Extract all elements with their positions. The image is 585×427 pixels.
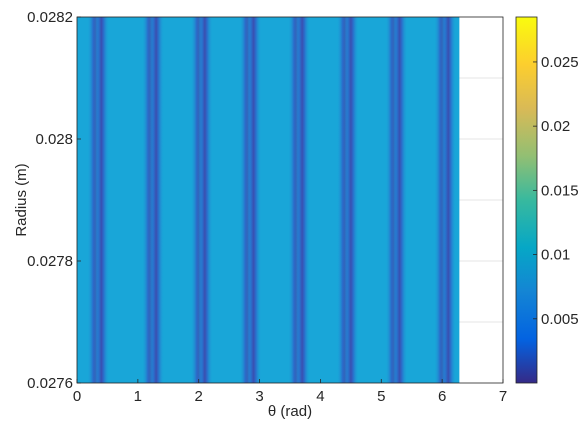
heatmap-stripe: [245, 17, 262, 383]
colorbar-ticks: 0.005 0.01 0.015 0.02 0.025: [533, 54, 579, 328]
x-tick-label: 5: [377, 388, 385, 405]
x-tick-label: 4: [316, 388, 324, 405]
y-tick-label: 0.0282: [27, 9, 73, 26]
heatmap-stripe: [391, 17, 408, 383]
colorbar-tick-label: 0.01: [541, 247, 570, 264]
heatmap-stripe: [148, 17, 165, 383]
x-tick-label: 2: [195, 388, 203, 405]
y-tick-label: 0.028: [35, 131, 73, 148]
colorbar-tick-label: 0.005: [541, 311, 579, 328]
colorbar: [515, 16, 538, 384]
y-tick-label: 0.0276: [27, 375, 73, 392]
heatmap-stripes: [87, 17, 457, 383]
colorbar-tick-label: 0.025: [541, 54, 579, 71]
x-tick-label: 6: [438, 388, 446, 405]
heatmap-stripe: [440, 17, 457, 383]
heatmap-stripe: [294, 17, 311, 383]
y-tick-label: 0.0278: [27, 253, 73, 270]
x-tick-label: 3: [255, 388, 263, 405]
heatmap-stripe: [342, 17, 359, 383]
colorbar-tick-label: 0.02: [541, 118, 570, 135]
heatmap-stripe: [93, 17, 110, 383]
heatmap-stripe: [196, 17, 213, 383]
x-ticks: 0 1 2 3 4 5 6 7: [73, 379, 507, 405]
x-axis-label: θ (rad): [268, 403, 312, 420]
plot-frame: [76, 16, 504, 384]
x-tick-label: 1: [134, 388, 142, 405]
y-ticks: 0.0276 0.0278 0.028 0.0282: [27, 9, 81, 392]
x-tick-label: 7: [499, 388, 507, 405]
x-tick-label: 0: [73, 388, 81, 405]
y-axis-label: Radius (m): [13, 163, 30, 236]
colorbar-tick-label: 0.015: [541, 182, 579, 199]
